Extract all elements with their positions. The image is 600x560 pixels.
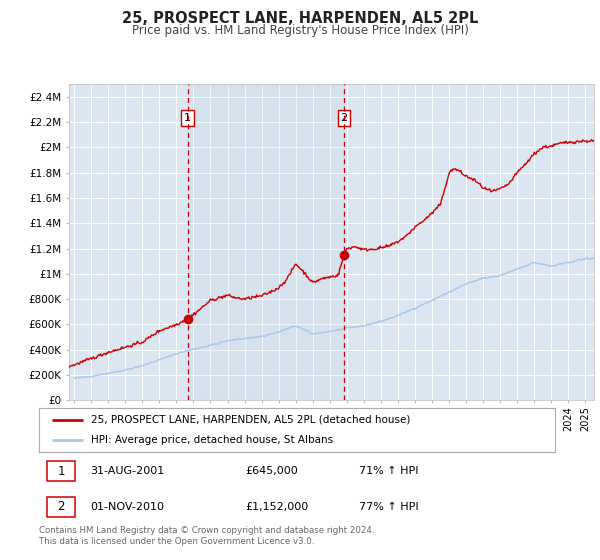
Text: HPI: Average price, detached house, St Albans: HPI: Average price, detached house, St A… bbox=[91, 435, 333, 445]
Text: 01-NOV-2010: 01-NOV-2010 bbox=[91, 502, 164, 512]
Text: 1: 1 bbox=[57, 465, 65, 478]
Text: 2: 2 bbox=[57, 500, 65, 513]
Text: 71% ↑ HPI: 71% ↑ HPI bbox=[359, 466, 418, 476]
Text: 25, PROSPECT LANE, HARPENDEN, AL5 2PL (detached house): 25, PROSPECT LANE, HARPENDEN, AL5 2PL (d… bbox=[91, 415, 410, 425]
Text: 1: 1 bbox=[184, 113, 191, 123]
FancyBboxPatch shape bbox=[47, 497, 75, 517]
Text: 31-AUG-2001: 31-AUG-2001 bbox=[91, 466, 165, 476]
Bar bbox=[188, 84, 344, 400]
Text: 2: 2 bbox=[340, 113, 347, 123]
FancyBboxPatch shape bbox=[47, 461, 75, 481]
Text: £645,000: £645,000 bbox=[245, 466, 298, 476]
Text: 25, PROSPECT LANE, HARPENDEN, AL5 2PL: 25, PROSPECT LANE, HARPENDEN, AL5 2PL bbox=[122, 11, 478, 26]
Text: 77% ↑ HPI: 77% ↑ HPI bbox=[359, 502, 419, 512]
Text: Price paid vs. HM Land Registry's House Price Index (HPI): Price paid vs. HM Land Registry's House … bbox=[131, 24, 469, 36]
Text: £1,152,000: £1,152,000 bbox=[245, 502, 308, 512]
Text: Contains HM Land Registry data © Crown copyright and database right 2024.
This d: Contains HM Land Registry data © Crown c… bbox=[39, 526, 374, 546]
